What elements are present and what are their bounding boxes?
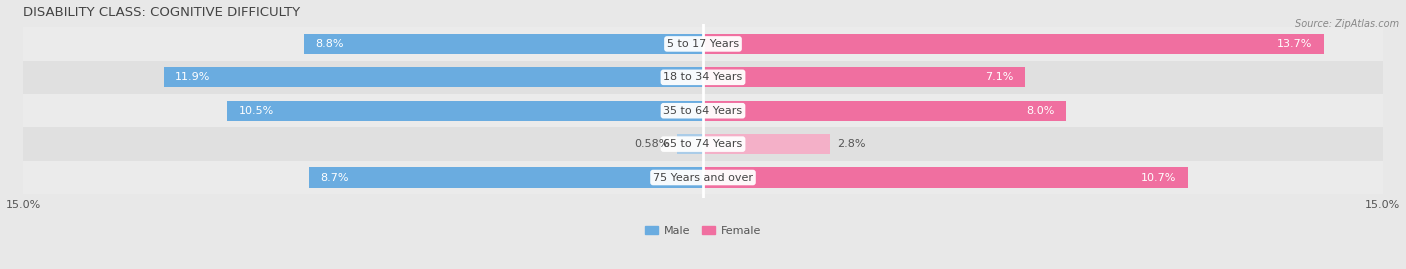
Text: 8.8%: 8.8% bbox=[315, 39, 344, 49]
Text: 7.1%: 7.1% bbox=[986, 72, 1014, 82]
Legend: Male, Female: Male, Female bbox=[641, 222, 765, 241]
Bar bbox=[22, 61, 1384, 94]
Text: 11.9%: 11.9% bbox=[174, 72, 211, 82]
Text: 0.58%: 0.58% bbox=[634, 139, 669, 149]
Bar bbox=[703, 168, 1188, 187]
Text: 65 to 74 Years: 65 to 74 Years bbox=[664, 139, 742, 149]
Text: 2.8%: 2.8% bbox=[837, 139, 865, 149]
Bar bbox=[22, 128, 1384, 161]
Bar bbox=[703, 134, 830, 154]
Text: 18 to 34 Years: 18 to 34 Years bbox=[664, 72, 742, 82]
Bar bbox=[22, 94, 1384, 128]
Text: 75 Years and over: 75 Years and over bbox=[652, 172, 754, 182]
Text: 5 to 17 Years: 5 to 17 Years bbox=[666, 39, 740, 49]
Bar bbox=[163, 67, 703, 87]
Bar bbox=[22, 27, 1384, 61]
Text: 8.7%: 8.7% bbox=[321, 172, 349, 182]
Bar bbox=[304, 34, 703, 54]
Text: 8.0%: 8.0% bbox=[1026, 106, 1054, 116]
Text: 35 to 64 Years: 35 to 64 Years bbox=[664, 106, 742, 116]
Text: 13.7%: 13.7% bbox=[1277, 39, 1313, 49]
Bar bbox=[703, 101, 1066, 121]
Bar bbox=[676, 134, 703, 154]
Bar bbox=[703, 34, 1324, 54]
Bar bbox=[22, 161, 1384, 194]
Text: 10.7%: 10.7% bbox=[1142, 172, 1177, 182]
Bar bbox=[703, 67, 1025, 87]
Text: 10.5%: 10.5% bbox=[239, 106, 274, 116]
Bar bbox=[228, 101, 703, 121]
Text: DISABILITY CLASS: COGNITIVE DIFFICULTY: DISABILITY CLASS: COGNITIVE DIFFICULTY bbox=[22, 6, 301, 19]
Text: Source: ZipAtlas.com: Source: ZipAtlas.com bbox=[1295, 19, 1399, 29]
Bar bbox=[309, 168, 703, 187]
